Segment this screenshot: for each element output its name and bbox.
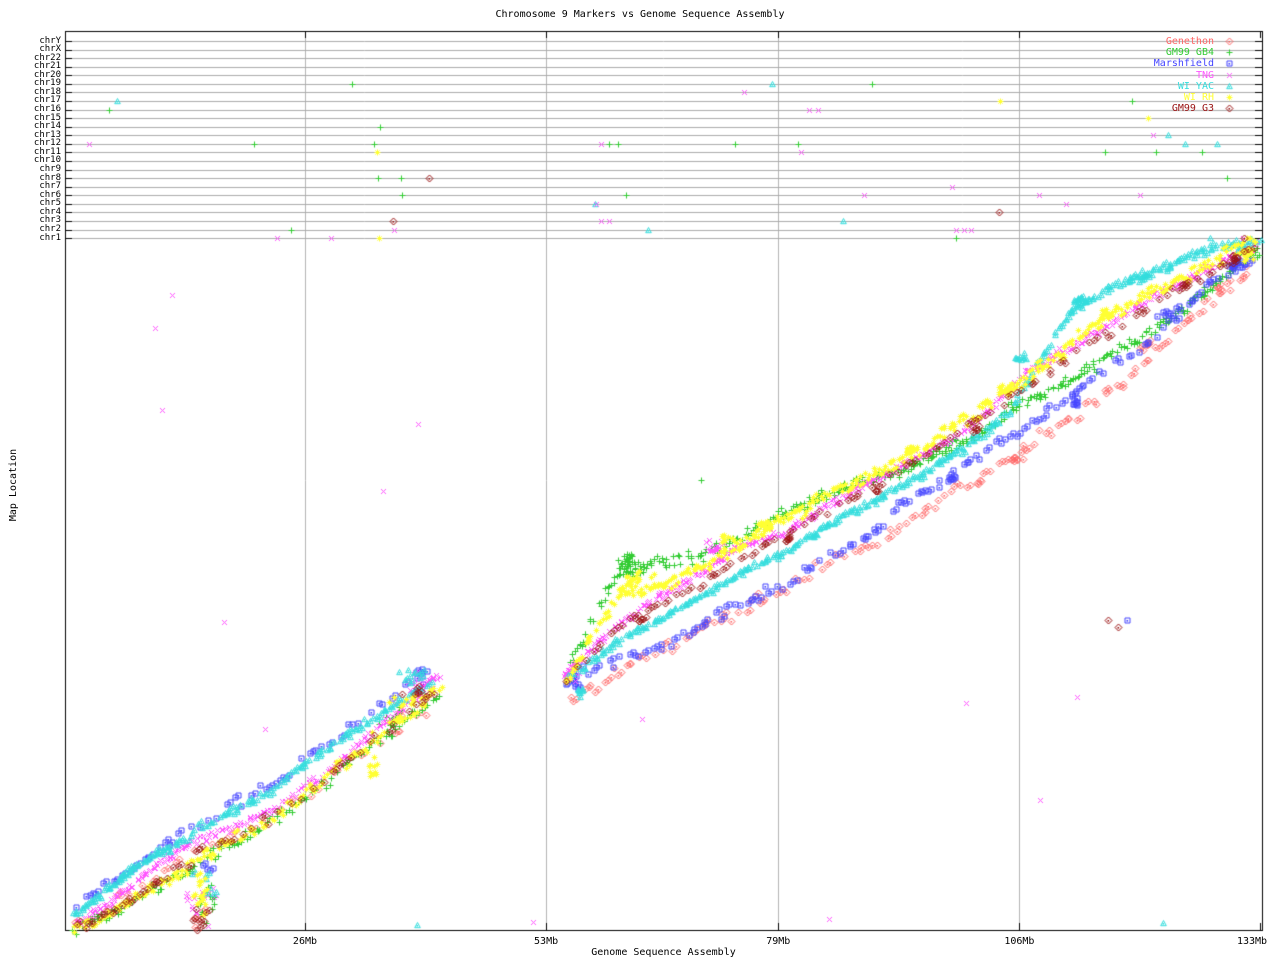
chromosome-label-chr9: chr9 [39, 164, 61, 175]
chromosome-label-chr22: chr22 [33, 52, 61, 63]
x-tick-label: 53Mb [534, 936, 559, 947]
legend-label: WI YAC [1177, 80, 1214, 92]
plus-icon [1223, 46, 1236, 59]
chromosome-label-chr3: chr3 [39, 215, 61, 226]
x-tick-label: 79Mb [766, 936, 791, 947]
x-tick-label: 106Mb [1004, 936, 1035, 947]
legend-label: Marshfield [1153, 58, 1214, 70]
legend-label: WI RH [1183, 92, 1214, 103]
chromosome-label-chr5: chr5 [39, 198, 61, 209]
chromosome-label-chr14: chr14 [33, 121, 61, 132]
chromosome-label-chr17: chr17 [33, 95, 61, 106]
x-axis-label: Genome Sequence Assembly [591, 947, 736, 958]
x-tick-label: 133Mb [1236, 936, 1268, 947]
legend-label: GM99 G3 [1171, 103, 1214, 115]
chromosome-label-chrY: chrY [39, 35, 61, 46]
chromosome-label-chr13: chr13 [33, 129, 61, 140]
chromosome-label-chr19: chr19 [33, 78, 61, 89]
x-tick-label: 26Mb [292, 936, 318, 947]
legend-item-genethon: Genethon [1020, 35, 1280, 47]
chromosome-label-chr1: chr1 [39, 232, 61, 243]
cross-icon [1223, 68, 1236, 81]
chromosome-label-chr18: chr18 [33, 86, 61, 97]
legend-item-wi-yac: WI YAC [1020, 79, 1280, 92]
legend-label: GM99 GB4 [1165, 47, 1214, 59]
chromosome-label-chr8: chr8 [39, 172, 61, 183]
chromosome-label-chr15: chr15 [33, 112, 61, 123]
legend-item-marshfield: Marshfield [1020, 57, 1280, 70]
chromosome-label-chrX: chrX [39, 44, 61, 55]
square-dot-icon [1223, 57, 1236, 70]
legend-label: TNG [1195, 69, 1214, 81]
chromosome-label-chr2: chr2 [39, 224, 61, 235]
chromosome-label-chr11: chr11 [33, 146, 61, 157]
chromosome-label-chr6: chr6 [39, 189, 61, 200]
chart-title: Chromosome 9 Markers vs Genome Sequence … [495, 9, 785, 20]
star-icon [1223, 91, 1236, 103]
diamond-dot-icon [1223, 102, 1236, 115]
y-axis-label: Map Location [8, 448, 19, 522]
legend-item-wi-rh: WI RH [1020, 91, 1280, 103]
legend-label: Genethon [1165, 36, 1214, 47]
chromosome-label-chr16: chr16 [33, 104, 61, 115]
chromosome-label-chr21: chr21 [33, 61, 61, 72]
diamond-dot-icon [1223, 35, 1236, 47]
chromosome-label-chr12: chr12 [33, 138, 61, 149]
legend-item-gm99-gb4: GM99 GB4 [1020, 46, 1280, 59]
chromosome-label-chr10: chr10 [33, 155, 61, 166]
legend-item-tng: TNG [1020, 68, 1280, 81]
chromosome-label-chr20: chr20 [33, 69, 61, 80]
legend-item-gm99-g3: GM99 G3 [1020, 102, 1280, 115]
triangle-dot-icon [1223, 79, 1236, 92]
chromosome-label-chr4: chr4 [39, 206, 61, 217]
chromosome-label-chr7: chr7 [39, 181, 61, 192]
